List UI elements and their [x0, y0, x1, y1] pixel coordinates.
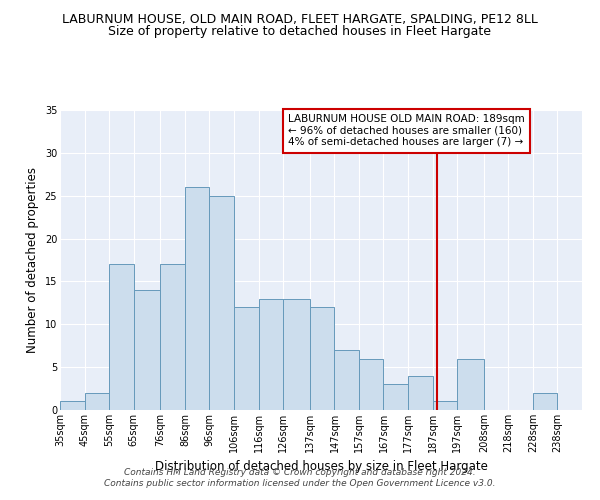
- Bar: [160, 264, 185, 410]
- Bar: [109, 264, 134, 410]
- Bar: [85, 393, 109, 410]
- Text: Contains HM Land Registry data © Crown copyright and database right 2024.
Contai: Contains HM Land Registry data © Crown c…: [104, 468, 496, 487]
- Bar: [433, 402, 457, 410]
- Bar: [134, 290, 160, 410]
- Bar: [383, 384, 408, 410]
- Bar: [209, 196, 234, 410]
- Bar: [283, 298, 310, 410]
- Y-axis label: Number of detached properties: Number of detached properties: [26, 167, 39, 353]
- Bar: [408, 376, 433, 410]
- Bar: [533, 393, 557, 410]
- Bar: [185, 187, 209, 410]
- Bar: [259, 298, 283, 410]
- Bar: [359, 358, 383, 410]
- Text: LABURNUM HOUSE OLD MAIN ROAD: 189sqm
← 96% of detached houses are smaller (160)
: LABURNUM HOUSE OLD MAIN ROAD: 189sqm ← 9…: [288, 114, 524, 148]
- Bar: [60, 402, 85, 410]
- Text: LABURNUM HOUSE, OLD MAIN ROAD, FLEET HARGATE, SPALDING, PE12 8LL: LABURNUM HOUSE, OLD MAIN ROAD, FLEET HAR…: [62, 12, 538, 26]
- Bar: [334, 350, 359, 410]
- Bar: [234, 307, 259, 410]
- Text: Size of property relative to detached houses in Fleet Hargate: Size of property relative to detached ho…: [109, 25, 491, 38]
- X-axis label: Distribution of detached houses by size in Fleet Hargate: Distribution of detached houses by size …: [155, 460, 487, 473]
- Bar: [310, 307, 334, 410]
- Bar: [457, 358, 484, 410]
